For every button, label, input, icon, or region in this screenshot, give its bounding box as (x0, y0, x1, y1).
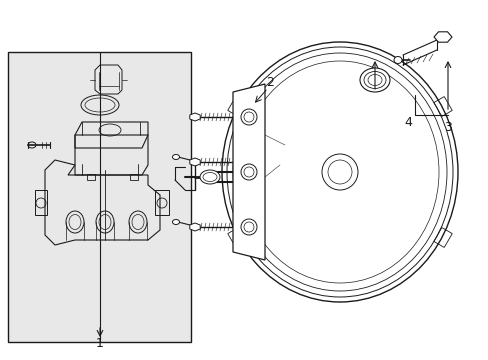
Bar (35, 190, 47, 215)
Bar (130, 174, 138, 180)
Ellipse shape (222, 42, 457, 302)
Bar (155, 190, 169, 215)
Ellipse shape (359, 68, 389, 92)
Ellipse shape (393, 57, 401, 63)
Text: 1: 1 (96, 337, 104, 350)
Circle shape (241, 109, 257, 125)
Circle shape (241, 219, 257, 235)
Circle shape (241, 164, 257, 180)
Text: 4: 4 (403, 116, 411, 129)
Bar (8, 52, 191, 342)
Polygon shape (232, 84, 264, 260)
Polygon shape (189, 158, 200, 166)
Ellipse shape (200, 170, 220, 184)
Ellipse shape (172, 154, 179, 159)
Polygon shape (433, 32, 451, 42)
Text: 2: 2 (265, 76, 273, 89)
Text: 3: 3 (443, 121, 451, 134)
Bar (87, 174, 95, 180)
Polygon shape (189, 223, 200, 231)
Circle shape (321, 154, 357, 190)
Ellipse shape (172, 220, 179, 225)
Polygon shape (189, 113, 200, 121)
